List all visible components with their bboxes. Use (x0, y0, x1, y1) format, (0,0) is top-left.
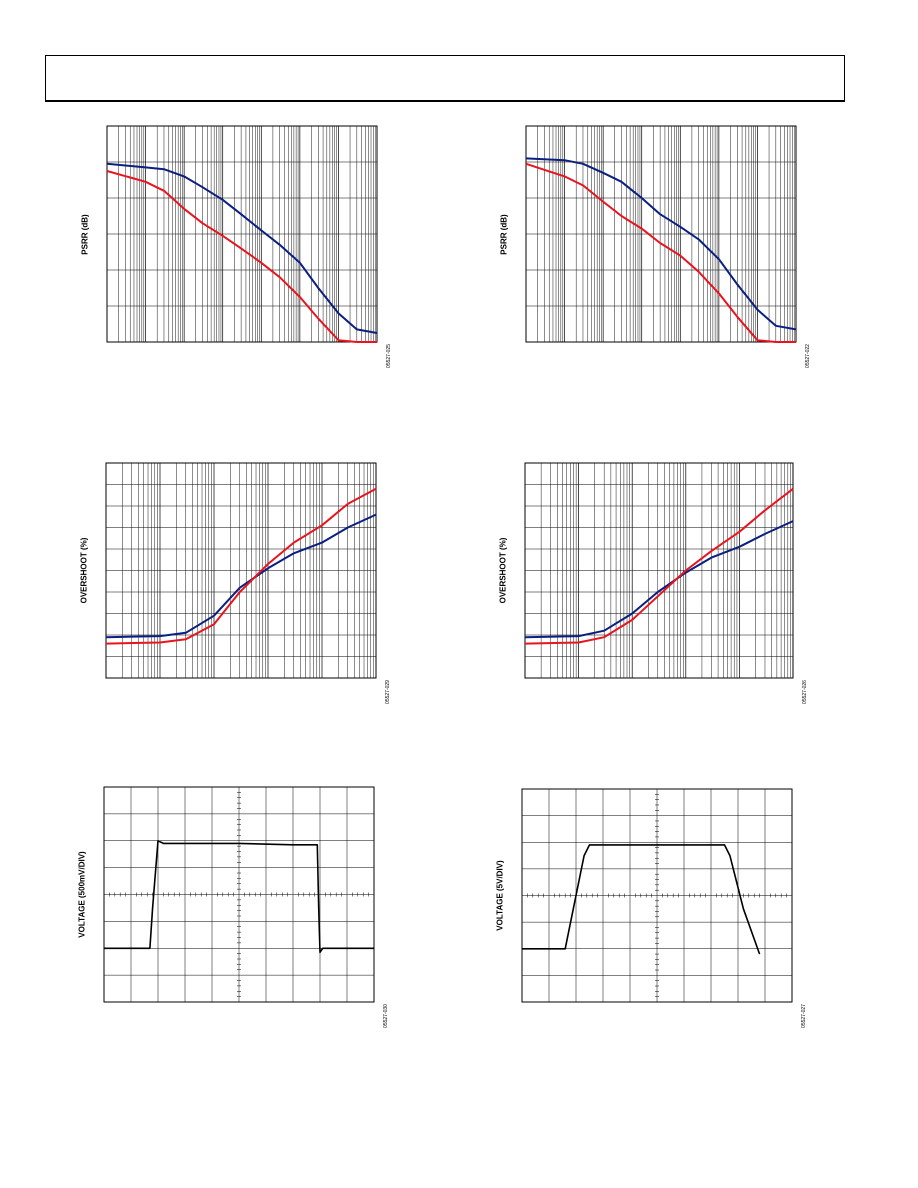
y-axis-label: OVERSHOOT (%) (79, 537, 89, 604)
y-axis-label: VOLTAGE (5V/DIV) (495, 860, 505, 931)
plot-frame (521, 788, 793, 1003)
plot-frame (105, 462, 377, 679)
figure-id: 05527-026 (801, 680, 808, 704)
chart-svg (105, 462, 377, 679)
y-axis-label: OVERSHOOT (%) (498, 537, 508, 604)
chart-svg (525, 125, 797, 343)
series-line-1 (524, 520, 794, 639)
grid (103, 786, 375, 1003)
page-header-box (45, 55, 845, 102)
chart-panel (521, 788, 793, 1003)
figure-id: 05527-027 (800, 1004, 807, 1028)
series-line-2 (525, 162, 796, 343)
series-line-1 (104, 839, 374, 954)
figure-id: 05527-030 (382, 1004, 389, 1028)
y-axis-label: PSRR (dB) (499, 213, 509, 255)
chart-panel (525, 125, 797, 343)
figure-id: 05527-022 (804, 344, 811, 368)
grid (521, 788, 793, 1003)
series-line-1 (105, 513, 377, 639)
chart-panel (106, 125, 378, 343)
figure-id: 05527-025 (385, 344, 392, 368)
series-line-2 (106, 170, 377, 343)
chart-panel (524, 462, 794, 679)
grid (524, 462, 793, 679)
plot-frame (524, 462, 794, 679)
y-axis-label: PSRR (dB) (80, 213, 90, 255)
chart-svg (521, 788, 793, 1003)
series-line-1 (525, 157, 797, 331)
y-axis-label: VOLTAGE (500mV/DIV) (77, 851, 87, 938)
plot-frame (525, 125, 797, 343)
figure-id: 05527-029 (384, 680, 391, 704)
chart-svg (103, 786, 375, 1003)
chart-svg (524, 462, 794, 679)
chart-panel (103, 786, 375, 1003)
series-line-2 (105, 487, 377, 645)
grid (105, 462, 376, 679)
chart-panel (105, 462, 377, 679)
series-line-1 (522, 844, 761, 955)
plot-frame (106, 125, 378, 343)
grid (525, 125, 796, 343)
chart-svg (106, 125, 378, 343)
plot-frame (103, 786, 375, 1003)
grid (106, 125, 377, 343)
series-line-2 (524, 488, 794, 645)
series-line-1 (106, 162, 378, 334)
